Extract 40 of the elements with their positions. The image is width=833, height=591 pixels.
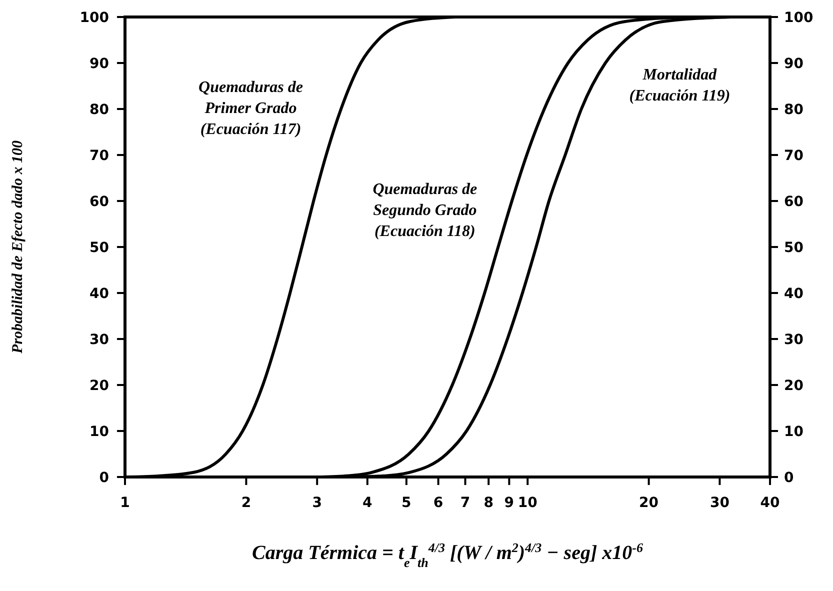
x-tick-label: 10 [518,495,538,511]
x-tick-label: 30 [710,495,730,511]
y2-tick-label: 100 [784,10,814,26]
y-tick-label: 100 [80,10,110,26]
y-tick-label: 20 [90,378,110,394]
y2-tick-label: 50 [784,240,804,256]
x-tick-label: 4 [362,495,373,511]
y-tick-label: 90 [90,56,110,72]
y-tick-label: 50 [90,240,110,256]
x-tick-label: 6 [433,495,444,511]
x-tick-label: 5 [402,495,412,511]
annotation: Mortalidad (Ecuación 119) [629,66,730,105]
y-tick-label: 10 [90,424,110,440]
annotation: Quemaduras de Segundo Grado (Ecuación 118) [372,181,478,240]
x-tick-label: 9 [504,495,514,511]
y-tick-label: 0 [99,470,110,486]
y-tick-label: 30 [90,332,110,348]
y-tick-label: 80 [90,102,110,118]
y-tick-label: 40 [90,286,110,302]
x-tick-label: 2 [241,495,252,511]
y2-tick-label: 30 [784,332,804,348]
y2-tick-label: 20 [784,378,804,394]
y2-tick-label: 60 [784,194,804,210]
y2-tick-label: 40 [784,286,804,302]
y-tick-label: 60 [90,194,110,210]
x-tick-label: 1 [120,495,130,511]
y2-tick-label: 80 [784,102,804,118]
text: Carga Térmica = t$_{e}$I$_{th}$$^{4/3}$ [(W / m$^{2}$)$^{4/3}$ − seg] x10$^{-6}$ [252,540,643,570]
x-tick-label: 7 [460,495,470,511]
y-axis-title: Probabilidad de Efecto dado x 100 [10,140,26,354]
y-tick-label: 70 [90,148,110,164]
y2-tick-label: 70 [784,148,804,164]
annotation: Quemaduras de Primer Grado (Ecuación 117) [198,79,303,138]
y2-tick-label: 0 [784,470,794,486]
y2-tick-label: 10 [784,424,804,440]
y2-tick-label: 90 [784,56,804,72]
x-tick-label: 40 [760,495,780,511]
x-tick-label: 8 [484,495,494,511]
x-tick-label: 20 [639,495,659,511]
x-tick-label: 3 [312,495,322,511]
